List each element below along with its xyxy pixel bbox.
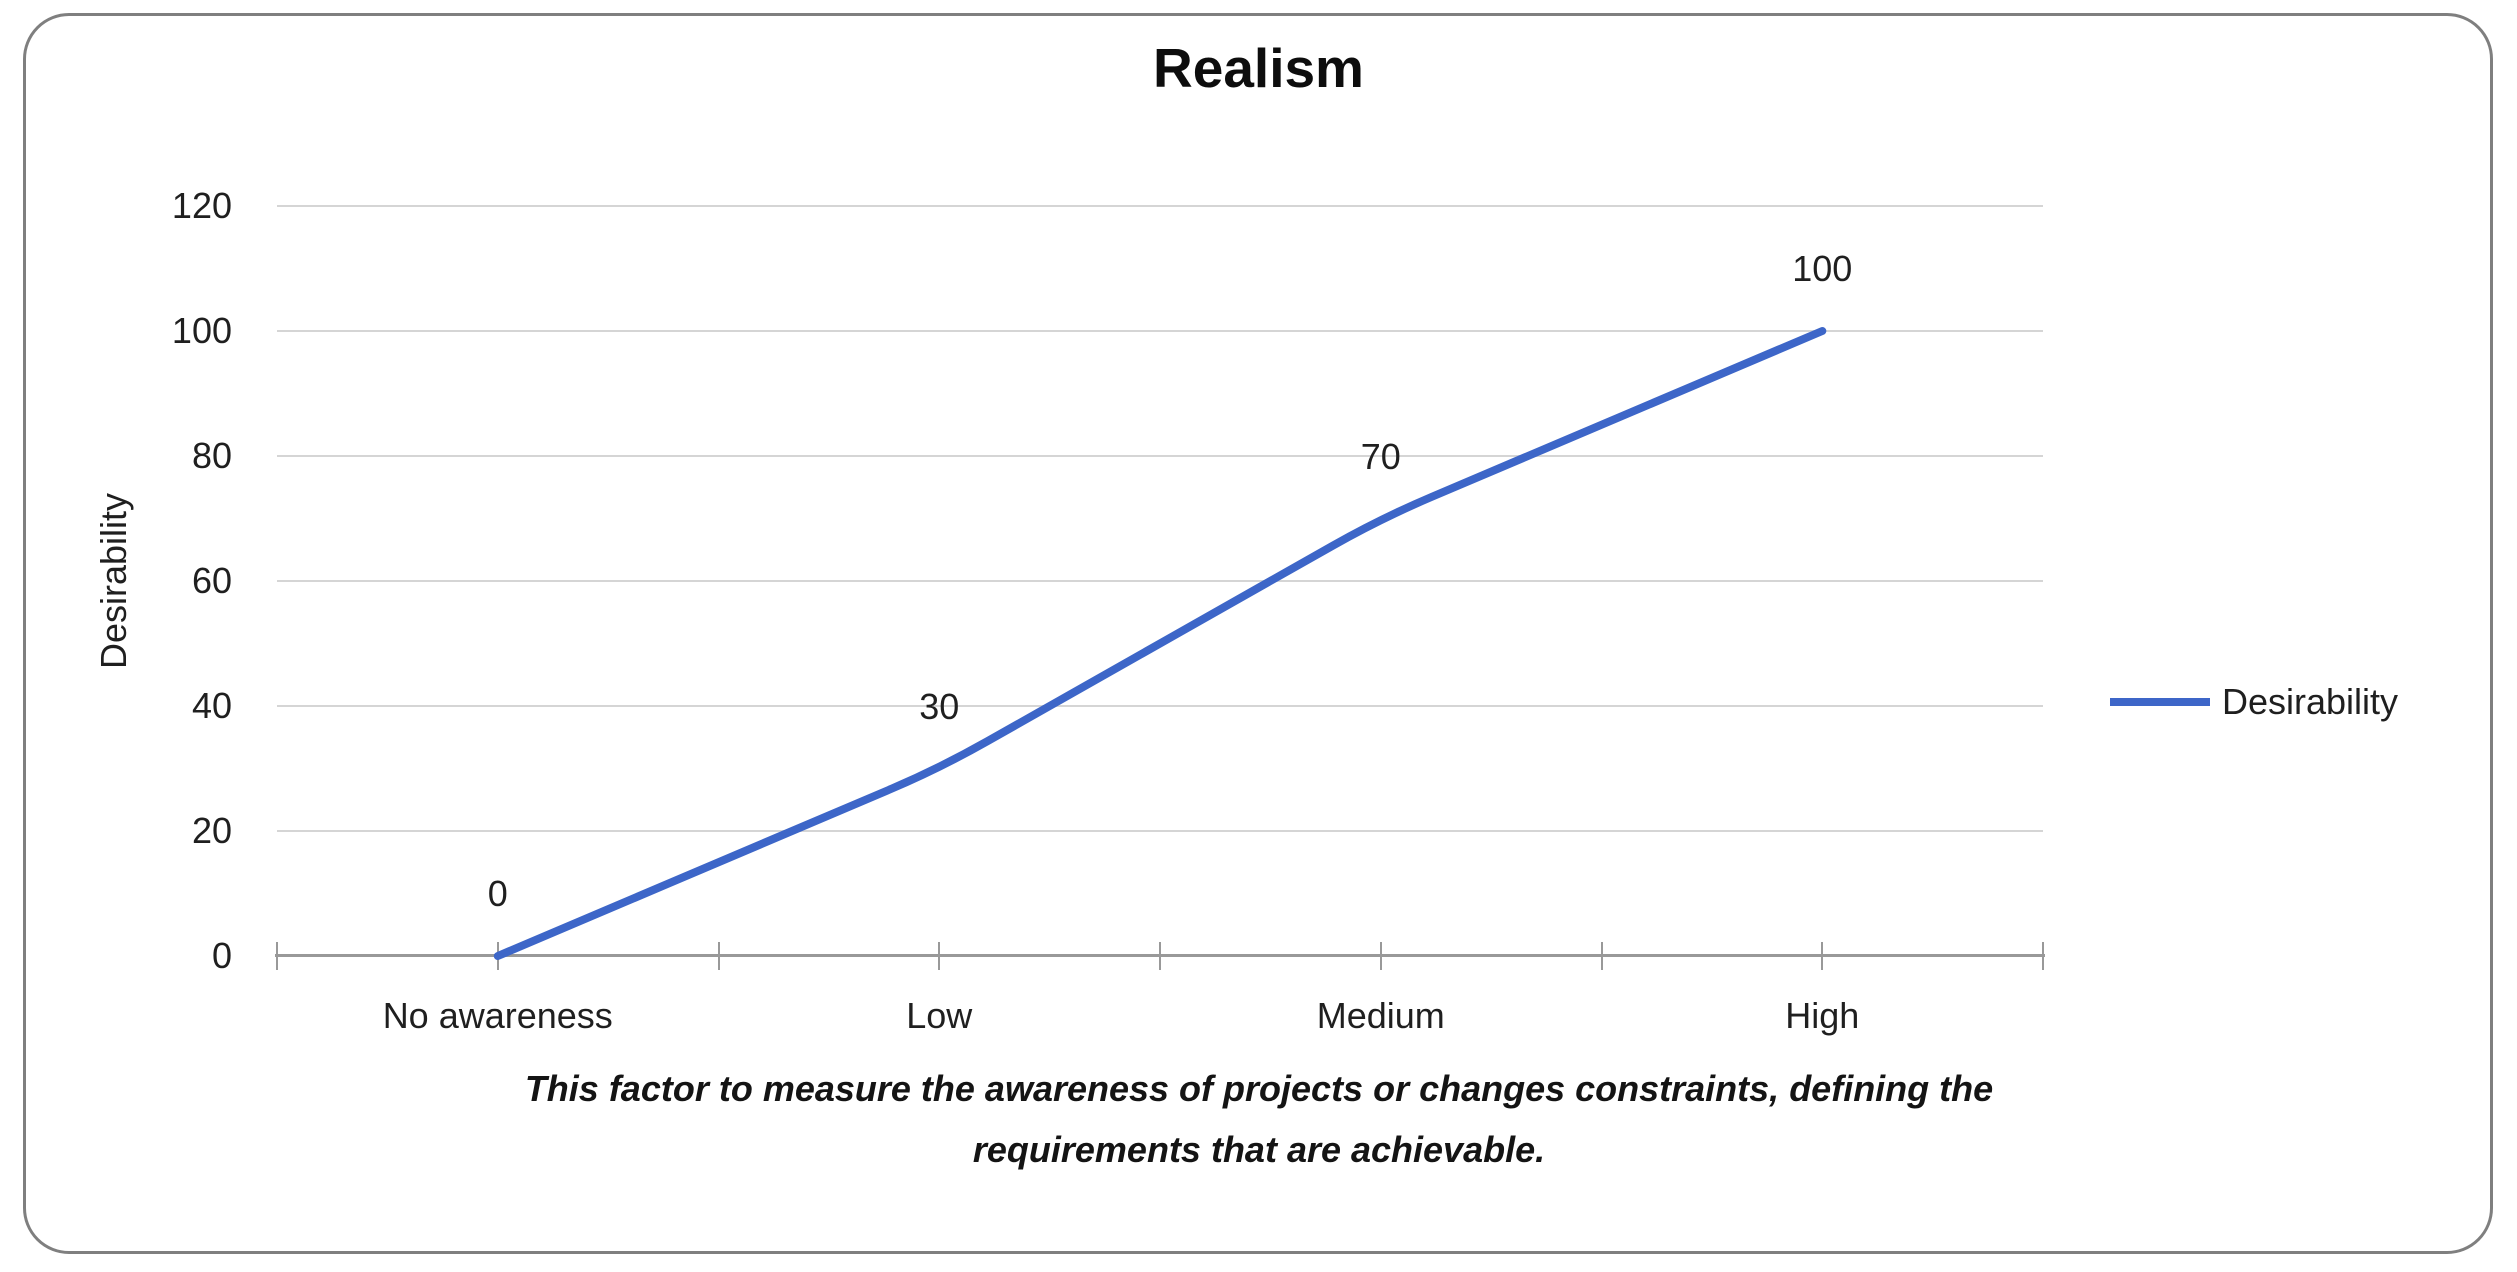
data-label: 30: [919, 685, 960, 727]
chart-border-frame: [23, 13, 2493, 1254]
y-tick-label: 40: [191, 685, 232, 726]
gridline-40: [277, 705, 2043, 707]
data-label: 0: [487, 873, 508, 914]
x-axis-tick: [717, 942, 720, 970]
caption-line-2: requirements that are achievable.: [972, 1129, 1546, 1170]
y-tick-label: 0: [211, 935, 232, 976]
x-category-label: High: [1785, 995, 1860, 1036]
x-category-label: No awareness: [382, 995, 613, 1036]
gridline-100: [277, 330, 2043, 332]
y-tick-label: 80: [191, 435, 232, 476]
gridline-60: [277, 580, 2043, 582]
gridline-80: [277, 455, 2043, 457]
chart-title: Realism: [1153, 37, 1364, 99]
gridline-120: [277, 205, 2043, 207]
x-axis-tick: [496, 942, 499, 970]
x-axis-tick: [1600, 942, 1603, 970]
x-category-label: Low: [906, 995, 973, 1036]
data-label: 100: [1792, 248, 1853, 289]
caption-line-1: This factor to measure the awareness of …: [524, 1068, 1994, 1109]
x-axis-tick: [938, 942, 941, 970]
y-tick-label: 60: [191, 560, 232, 601]
x-axis-tick: [1821, 942, 1824, 970]
legend: Desirability: [2110, 678, 2398, 726]
x-axis-tick: [2042, 942, 2044, 970]
chart-caption: This factor to measure the awareness of …: [249, 1058, 2269, 1180]
x-category-label: Medium: [1316, 995, 1445, 1036]
x-axis-tick: [1159, 942, 1161, 970]
data-label: 70: [1360, 435, 1401, 477]
plot-area: [275, 205, 2045, 970]
legend-series-label: Desirability: [2222, 681, 2399, 722]
y-tick-label: 100: [171, 310, 232, 351]
y-tick-label: 120: [171, 185, 232, 226]
x-axis-tick: [1379, 942, 1382, 970]
gridline-20: [277, 830, 2043, 832]
legend-line-swatch: [2110, 698, 2210, 706]
y-tick-label: 20: [191, 810, 232, 851]
x-axis-tick: [276, 942, 278, 970]
